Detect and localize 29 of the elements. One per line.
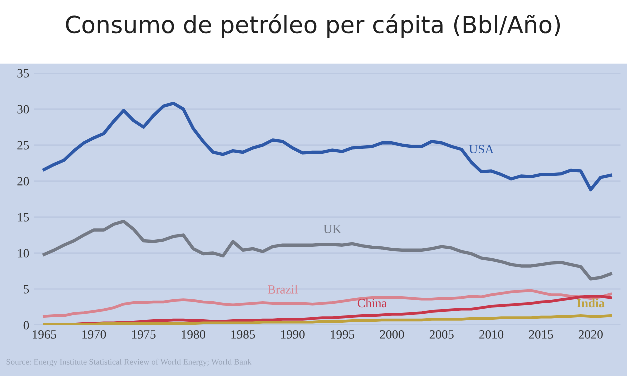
x-tick-label: 1980 bbox=[182, 330, 206, 339]
line-series bbox=[42, 102, 612, 192]
x-tick-label: 1965 bbox=[33, 330, 56, 339]
chart-title: Consumo de petróleo per cápita (Bbl/Año) bbox=[66, 14, 560, 38]
y-tick-label: 35 bbox=[18, 69, 30, 78]
x-tick-label: 2005 bbox=[430, 330, 454, 339]
x-tick-label: 1990 bbox=[281, 330, 305, 339]
series-label: China bbox=[358, 298, 388, 308]
x-tick-label: 2000 bbox=[380, 330, 404, 339]
line-series bbox=[43, 314, 612, 326]
series-label: India bbox=[577, 298, 605, 308]
series-label: USA bbox=[469, 145, 494, 154]
y-tick-label: 30 bbox=[18, 105, 30, 114]
y-tick-label: 0 bbox=[24, 321, 30, 330]
y-tick-label: 25 bbox=[18, 141, 30, 150]
y-tick-label: 10 bbox=[18, 249, 30, 258]
y-tick-label: 15 bbox=[18, 213, 30, 222]
x-tick-label: 1995 bbox=[331, 330, 355, 339]
x-tick-label: 1985 bbox=[232, 330, 256, 339]
series-label: Brazil bbox=[268, 285, 298, 294]
y-tick-label: 5 bbox=[24, 285, 30, 294]
y-tick-label: 20 bbox=[18, 177, 30, 186]
x-tick-label: 2010 bbox=[480, 330, 504, 339]
x-tick-label: 1975 bbox=[132, 330, 156, 339]
line-series bbox=[42, 220, 612, 281]
x-tick-label: 1970 bbox=[82, 330, 106, 339]
series-label: UK bbox=[324, 225, 342, 234]
x-tick-label: 2020 bbox=[578, 330, 603, 339]
x-tick-label: 2015 bbox=[529, 330, 554, 339]
